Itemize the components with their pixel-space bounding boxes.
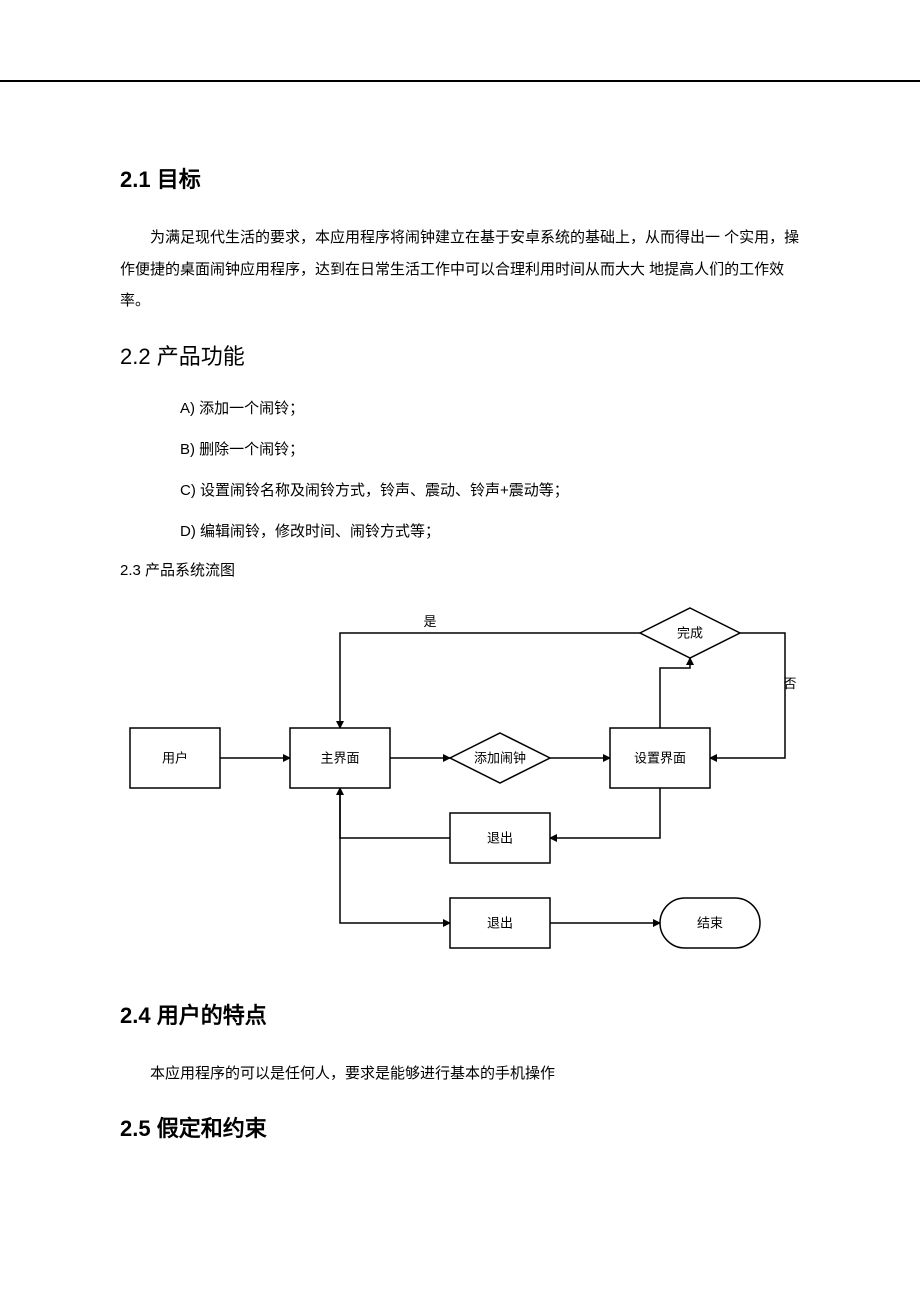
- heading-2-2: 2.2 产品功能: [120, 339, 800, 371]
- svg-text:完成: 完成: [677, 625, 703, 640]
- svg-text:用户: 用户: [162, 750, 188, 765]
- document-page: 2.1 目标 为满足现代生活的要求，本应用程序将闹钟建立在基于安卓系统的基础上，…: [0, 80, 920, 1231]
- heading-2-5: 2.5 假定和约束: [120, 1111, 800, 1143]
- svg-text:退出: 退出: [487, 915, 513, 930]
- heading-2-1: 2.1 目标: [120, 162, 800, 194]
- para-2-4: 本应用程序的可以是任何人，要求是能够进行基本的手机操作: [120, 1058, 800, 1090]
- svg-text:否: 否: [783, 676, 796, 691]
- list-item: C) 设置闹铃名称及闹铃方式，铃声、震动、铃声+震动等；: [180, 477, 800, 504]
- svg-text:设置界面: 设置界面: [634, 750, 686, 765]
- flowchart: 是否用户主界面添加闹钟设置界面完成退出退出结束: [120, 598, 800, 958]
- heading-2-4: 2.4 用户的特点: [120, 998, 800, 1030]
- svg-text:添加闹钟: 添加闹钟: [474, 750, 526, 765]
- feature-list: A) 添加一个闹铃； B) 删除一个闹铃； C) 设置闹铃名称及闹铃方式，铃声、…: [120, 395, 800, 545]
- flowchart-svg: 是否用户主界面添加闹钟设置界面完成退出退出结束: [120, 598, 800, 958]
- svg-text:主界面: 主界面: [320, 750, 359, 765]
- svg-text:退出: 退出: [487, 830, 513, 845]
- list-item: A) 添加一个闹铃；: [180, 395, 800, 422]
- svg-text:结束: 结束: [697, 915, 723, 930]
- list-item: D) 编辑闹铃，修改时间、闹铃方式等；: [180, 518, 800, 545]
- list-item: B) 删除一个闹铃；: [180, 436, 800, 463]
- svg-text:是: 是: [423, 614, 436, 629]
- para-2-1: 为满足现代生活的要求，本应用程序将闹钟建立在基于安卓系统的基础上，从而得出一 个…: [120, 222, 800, 317]
- heading-2-3: 2.3 产品系统流图: [120, 559, 800, 580]
